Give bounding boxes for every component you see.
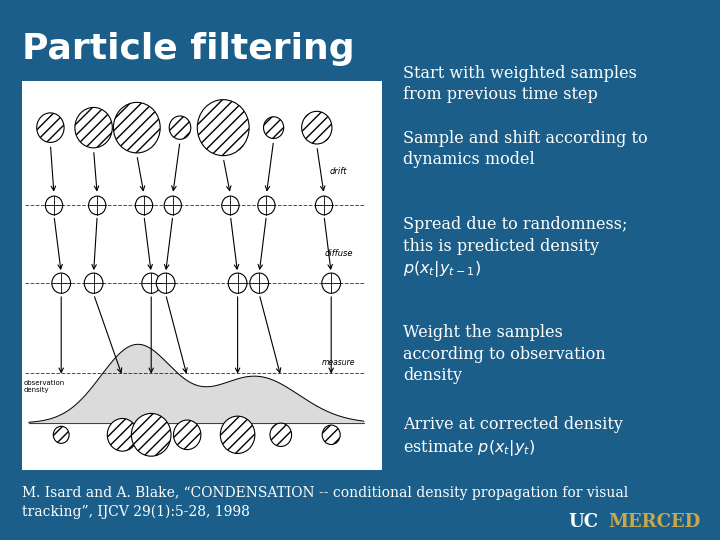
Circle shape bbox=[270, 423, 292, 447]
Circle shape bbox=[228, 273, 247, 293]
Circle shape bbox=[142, 273, 161, 293]
Circle shape bbox=[174, 420, 201, 450]
Text: M. Isard and A. Blake, “CONDENSATION -- conditional density propagation for visu: M. Isard and A. Blake, “CONDENSATION -- … bbox=[22, 486, 628, 519]
Circle shape bbox=[164, 196, 181, 215]
Circle shape bbox=[250, 273, 269, 293]
Text: observation
density: observation density bbox=[23, 380, 65, 393]
Circle shape bbox=[107, 418, 138, 451]
Circle shape bbox=[258, 196, 275, 215]
Circle shape bbox=[322, 273, 341, 293]
Text: Spread due to randomness;
this is predicted density
$p(x_t|y_{t-1})$: Spread due to randomness; this is predic… bbox=[403, 216, 628, 280]
Bar bbox=[22, 81, 382, 470]
Text: diffuse: diffuse bbox=[324, 249, 353, 258]
Circle shape bbox=[89, 196, 106, 215]
Circle shape bbox=[84, 273, 103, 293]
Circle shape bbox=[45, 196, 63, 215]
Circle shape bbox=[156, 273, 175, 293]
Circle shape bbox=[264, 117, 284, 139]
Circle shape bbox=[315, 196, 333, 215]
Text: drift: drift bbox=[330, 167, 347, 177]
Circle shape bbox=[220, 416, 255, 454]
Text: measure: measure bbox=[322, 358, 355, 367]
Circle shape bbox=[75, 107, 112, 148]
Circle shape bbox=[197, 100, 249, 156]
Circle shape bbox=[114, 103, 161, 153]
Circle shape bbox=[135, 196, 153, 215]
Circle shape bbox=[53, 426, 69, 443]
Circle shape bbox=[169, 116, 191, 139]
Text: Arrive at corrected density
estimate $p(x_t|y_t)$: Arrive at corrected density estimate $p(… bbox=[403, 416, 623, 458]
Circle shape bbox=[323, 425, 340, 444]
Text: Sample and shift according to
dynamics model: Sample and shift according to dynamics m… bbox=[403, 130, 648, 168]
Circle shape bbox=[37, 113, 64, 143]
Text: Particle filtering: Particle filtering bbox=[22, 32, 354, 66]
Text: Start with weighted samples
from previous time step: Start with weighted samples from previou… bbox=[403, 65, 637, 103]
Circle shape bbox=[222, 196, 239, 215]
Circle shape bbox=[302, 111, 332, 144]
Circle shape bbox=[131, 414, 171, 456]
Circle shape bbox=[52, 273, 71, 293]
Text: MERCED: MERCED bbox=[608, 513, 701, 531]
Text: UC: UC bbox=[569, 513, 599, 531]
Text: Weight the samples
according to observation
density: Weight the samples according to observat… bbox=[403, 324, 606, 384]
